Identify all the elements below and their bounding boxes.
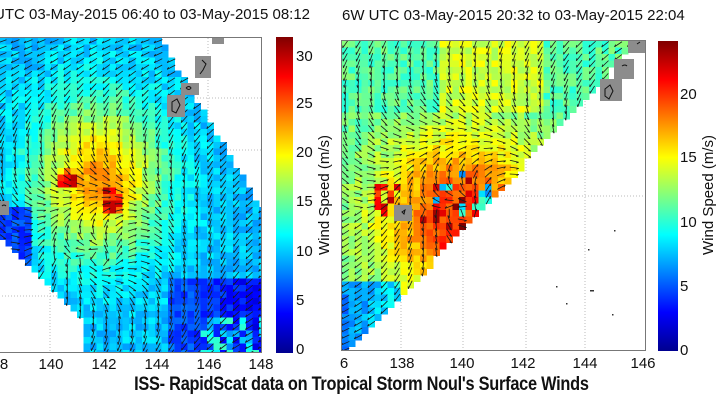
left-xtick: 144 — [144, 356, 170, 373]
right-cbar-tick-0: 0 — [680, 342, 689, 359]
left-cbar-label: Wind Speed (m/s) — [316, 134, 333, 255]
left-wind-map — [0, 37, 262, 353]
right-xtick: 146 — [630, 355, 656, 372]
left-xtick: 8 — [0, 356, 9, 373]
right-xtick: 144 — [572, 355, 598, 372]
left-xtick: 146 — [196, 356, 222, 373]
right-cbar-tick-15: 15 — [680, 149, 697, 166]
left-cbar-tick-20: 20 — [296, 144, 313, 161]
right-panel-title: 6W UTC 03-May-2015 20:32 to 03-May-2015 … — [342, 7, 685, 24]
right-cbar-label: Wind Speed (m/s) — [700, 134, 717, 255]
right-cbar-tick-5: 5 — [680, 278, 689, 295]
right-xtick: 140 — [449, 355, 475, 372]
left-colorbar — [276, 37, 293, 353]
left-cbar-tick-5: 5 — [296, 292, 305, 309]
right-xtick: 6 — [339, 355, 349, 372]
left-cbar-tick-30: 30 — [296, 48, 313, 65]
left-cbar-tick-0: 0 — [296, 341, 305, 358]
left-cbar-tick-15: 15 — [296, 193, 313, 210]
right-xtick: 142 — [510, 355, 536, 372]
right-wind-map — [341, 40, 646, 351]
right-xtick: 138 — [389, 355, 415, 372]
right-colorbar — [658, 41, 678, 351]
left-cbar-tick-10: 10 — [296, 243, 313, 260]
left-xtick: 142 — [91, 356, 117, 373]
left-xtick: 148 — [248, 356, 274, 373]
figure-caption: ISS- RapidScat data on Tropical Storm No… — [134, 374, 589, 395]
right-cbar-tick-20: 20 — [680, 86, 697, 103]
left-xtick: 140 — [38, 356, 64, 373]
left-cbar-tick-25: 25 — [296, 95, 313, 112]
right-cbar-tick-10: 10 — [680, 214, 697, 231]
left-panel-title: UTC 03-May-2015 06:40 to 03-May-2015 08:… — [0, 6, 311, 23]
